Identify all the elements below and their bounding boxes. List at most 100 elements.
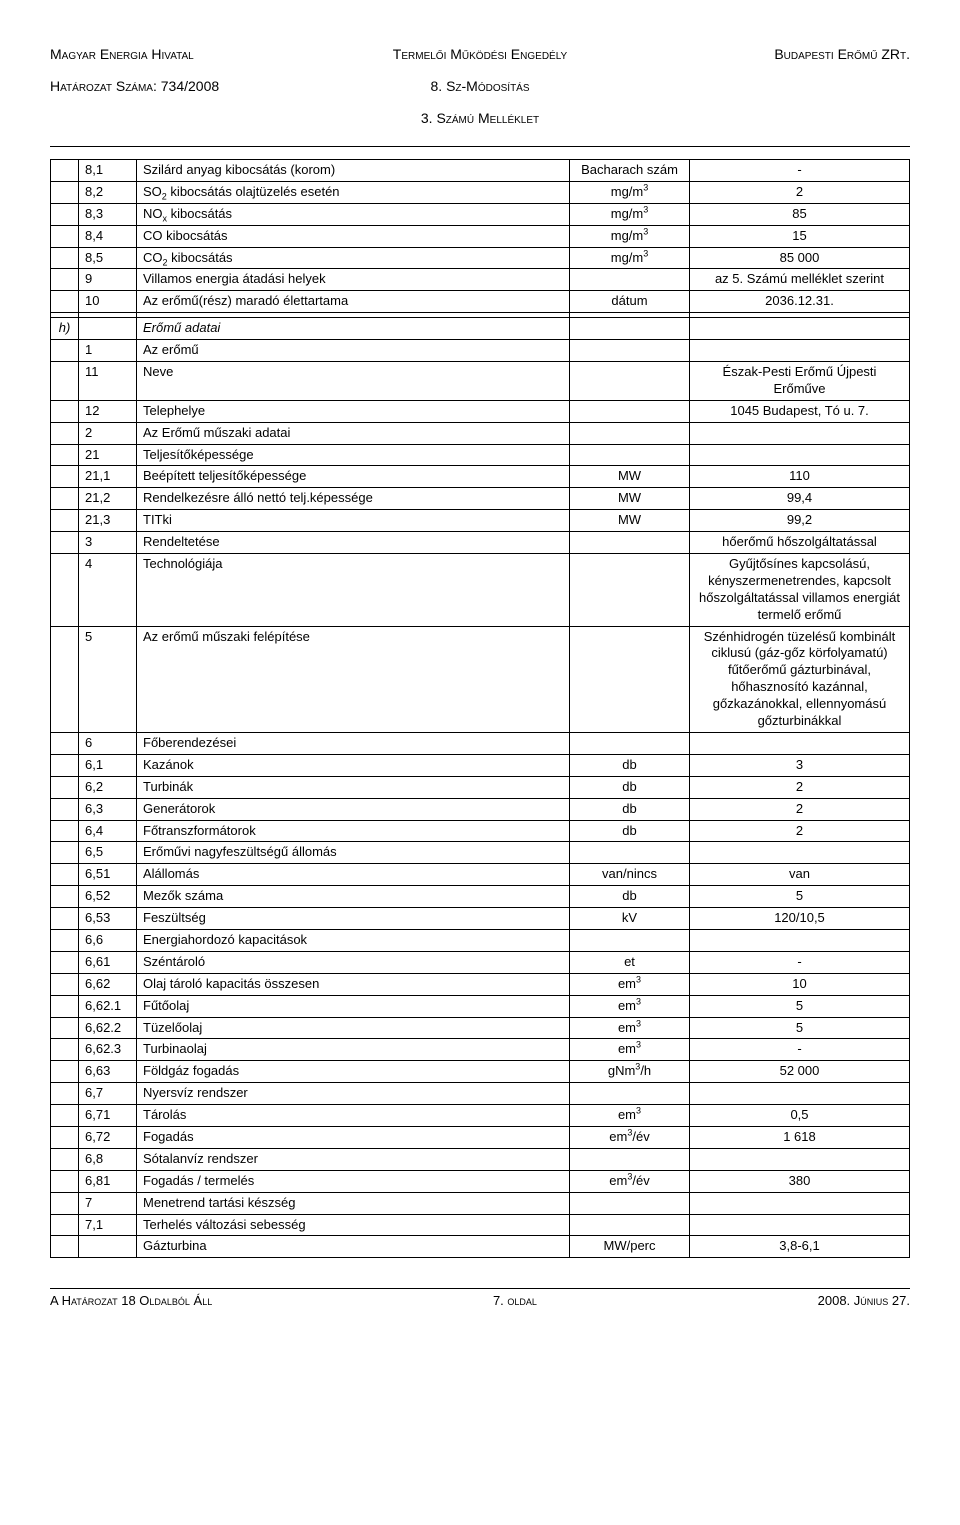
row-section xyxy=(51,225,79,247)
row-label: Sótalanvíz rendszer xyxy=(137,1148,570,1170)
row-value xyxy=(690,1083,910,1105)
row-code: 6,63 xyxy=(79,1061,137,1083)
table-row: 6,62.1Fűtőolajem35 xyxy=(51,995,910,1017)
row-code: 8,1 xyxy=(79,160,137,182)
row-section xyxy=(51,422,79,444)
row-section xyxy=(51,732,79,754)
row-section xyxy=(51,269,79,291)
header-right: Budapesti Erőmű ZRt. xyxy=(623,30,910,142)
row-label: Telephelye xyxy=(137,400,570,422)
row-code: 21,1 xyxy=(79,466,137,488)
row-section xyxy=(51,1083,79,1105)
row-value: Észak-Pesti Erőmű Újpesti Erőműve xyxy=(690,362,910,401)
row-value xyxy=(690,1148,910,1170)
table-row: 21,2Rendelkezésre álló nettó telj.képess… xyxy=(51,488,910,510)
table-row: 7,1Terhelés változási sebesség xyxy=(51,1214,910,1236)
row-unit xyxy=(570,1148,690,1170)
table-row: 21Teljesítőképessége xyxy=(51,444,910,466)
row-label: Technológiája xyxy=(137,554,570,627)
table-row: 6,8Sótalanvíz rendszer xyxy=(51,1148,910,1170)
row-unit xyxy=(570,1083,690,1105)
row-code: 7,1 xyxy=(79,1214,137,1236)
table-row: 8,1Szilárd anyag kibocsátás (korom)Bacha… xyxy=(51,160,910,182)
row-value: - xyxy=(690,160,910,182)
table-row: 2Az Erőmű műszaki adatai xyxy=(51,422,910,444)
header-center: Termelői Működési Engedély 8. Sz-Módosít… xyxy=(337,30,624,142)
row-code: 8,4 xyxy=(79,225,137,247)
row-value: - xyxy=(690,951,910,973)
row-section xyxy=(51,864,79,886)
row-unit xyxy=(570,842,690,864)
row-unit: mg/m3 xyxy=(570,181,690,203)
table-row: 9Villamos energia átadási helyekaz 5. Sz… xyxy=(51,269,910,291)
row-code: 6,5 xyxy=(79,842,137,864)
table-row: 6,62.3Turbinaolajem3- xyxy=(51,1039,910,1061)
table-row: 6,71Tárolásem30,5 xyxy=(51,1105,910,1127)
row-label: Szilárd anyag kibocsátás (korom) xyxy=(137,160,570,182)
row-code: 21,3 xyxy=(79,510,137,532)
row-section xyxy=(51,1017,79,1039)
row-code: 6,2 xyxy=(79,776,137,798)
table-row: 6,51Alállomásvan/nincsvan xyxy=(51,864,910,886)
row-code: 6,51 xyxy=(79,864,137,886)
row-code: 10 xyxy=(79,291,137,313)
row-section xyxy=(51,1061,79,1083)
table-row: 7Menetrend tartási készség xyxy=(51,1192,910,1214)
footer-center: 7. oldal xyxy=(493,1293,537,1308)
table-row: 6,72Fogadásem3/év1 618 xyxy=(51,1126,910,1148)
data-table: 8,1Szilárd anyag kibocsátás (korom)Bacha… xyxy=(50,159,910,1258)
row-code: 8,5 xyxy=(79,247,137,269)
row-value: 120/10,5 xyxy=(690,908,910,930)
row-section xyxy=(51,754,79,776)
row-label: Alállomás xyxy=(137,864,570,886)
org-name: Magyar Energia Hivatal xyxy=(50,46,337,62)
row-unit: kV xyxy=(570,908,690,930)
row-unit xyxy=(570,732,690,754)
row-unit: gNm3/h xyxy=(570,1061,690,1083)
row-section xyxy=(51,798,79,820)
row-unit xyxy=(570,400,690,422)
row-section xyxy=(51,1148,79,1170)
table-row: 6,1Kazánokdb3 xyxy=(51,754,910,776)
row-value: 99,4 xyxy=(690,488,910,510)
row-section xyxy=(51,908,79,930)
row-unit xyxy=(570,1214,690,1236)
table-row: 6,62Olaj tároló kapacitás összesenem310 xyxy=(51,973,910,995)
row-label: Neve xyxy=(137,362,570,401)
row-value: 110 xyxy=(690,466,910,488)
row-code: 21,2 xyxy=(79,488,137,510)
row-unit xyxy=(570,422,690,444)
row-code: 6,3 xyxy=(79,798,137,820)
row-label: Menetrend tartási készség xyxy=(137,1192,570,1214)
row-section xyxy=(51,340,79,362)
row-section xyxy=(51,554,79,627)
row-value: 2 xyxy=(690,820,910,842)
row-code: 3 xyxy=(79,532,137,554)
row-value: 99,2 xyxy=(690,510,910,532)
table-row: 8,4CO kibocsátásmg/m315 xyxy=(51,225,910,247)
row-code: 5 xyxy=(79,626,137,732)
row-section xyxy=(51,247,79,269)
row-section xyxy=(51,181,79,203)
row-label: Fogadás / termelés xyxy=(137,1170,570,1192)
row-code: 6,62.1 xyxy=(79,995,137,1017)
row-value: Szénhidrogén tüzelésű kombinált ciklusú … xyxy=(690,626,910,732)
table-row: 10Az erőmű(rész) maradó élettartamadátum… xyxy=(51,291,910,313)
row-unit xyxy=(570,626,690,732)
table-row: 6,7Nyersvíz rendszer xyxy=(51,1083,910,1105)
row-value: 3 xyxy=(690,754,910,776)
row-label: Terhelés változási sebesség xyxy=(137,1214,570,1236)
row-value: - xyxy=(690,1039,910,1061)
row-unit: em3/év xyxy=(570,1126,690,1148)
row-unit: em3 xyxy=(570,973,690,995)
row-label: Olaj tároló kapacitás összesen xyxy=(137,973,570,995)
row-label: Fogadás xyxy=(137,1126,570,1148)
row-code: 7 xyxy=(79,1192,137,1214)
row-unit xyxy=(570,318,690,340)
row-code: 6,62.3 xyxy=(79,1039,137,1061)
row-code: 6 xyxy=(79,732,137,754)
row-label: NOx kibocsátás xyxy=(137,203,570,225)
row-label: Beépített teljesítőképessége xyxy=(137,466,570,488)
row-section xyxy=(51,400,79,422)
row-label: Tüzelőolaj xyxy=(137,1017,570,1039)
